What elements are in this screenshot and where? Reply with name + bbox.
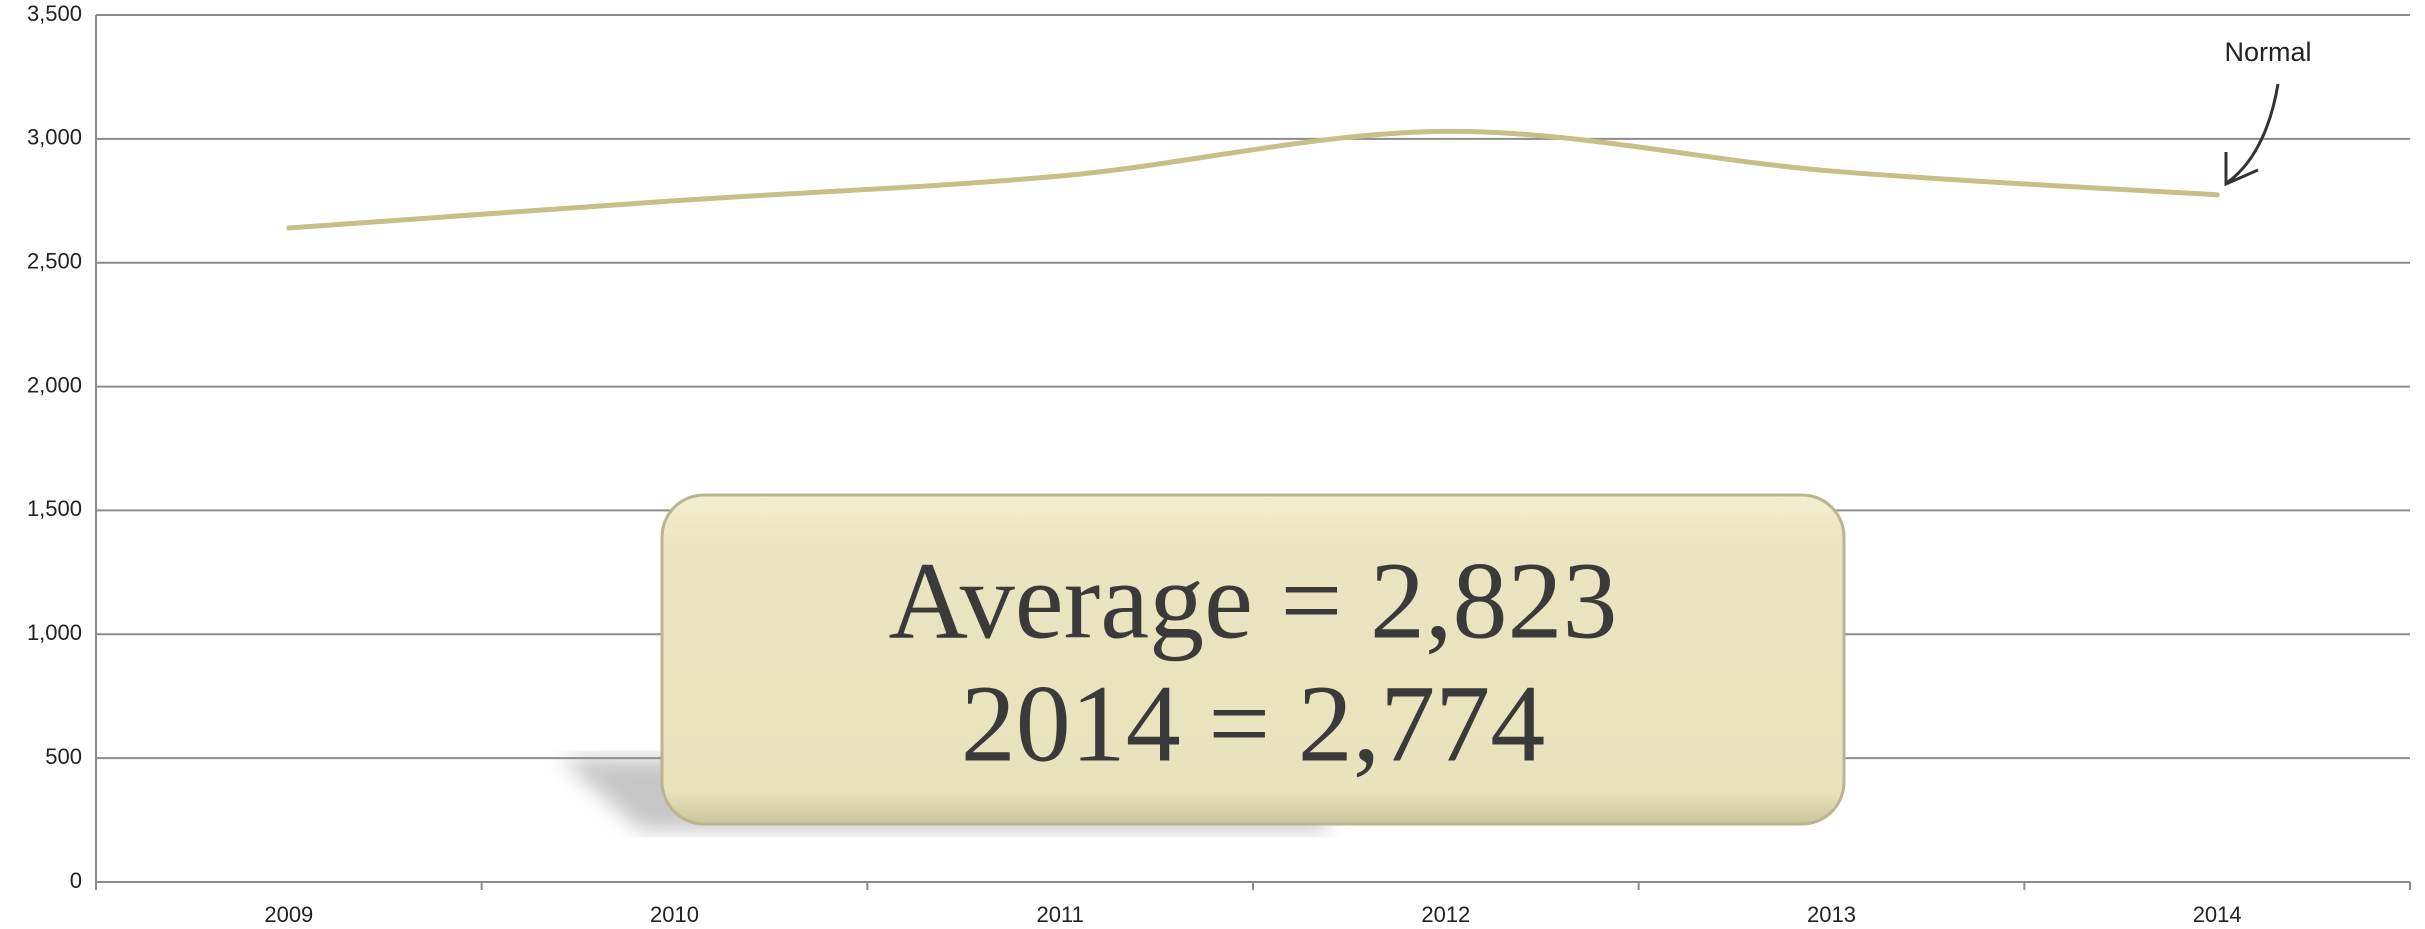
x-tick-label: 2012 [1421,902,1470,927]
y-tick-label: 1,000 [27,620,82,645]
callout-average: Average = 2,823 [889,539,1618,661]
y-tick-label: 2,000 [27,372,82,397]
callout-box [660,493,1846,826]
y-tick-label: 500 [45,744,82,769]
x-tick-label: 2011 [1037,902,1084,927]
callout-2014: 2014 = 2,774 [961,662,1546,784]
plot [286,128,2220,231]
series-label: Normal [2224,37,2311,67]
x-tick-label: 2014 [2193,902,2242,927]
series-line [286,128,2220,231]
y-tick-label: 3,500 [27,1,82,26]
y-tick-label: 0 [70,868,82,893]
x-tick-label: 2013 [1807,902,1856,927]
x-tick-label: 2009 [264,902,313,927]
arrow-head [2224,152,2259,187]
y-tick-label: 1,500 [27,496,82,521]
y-tick-label: 3,000 [27,125,82,150]
x-tick-label: 2010 [650,902,699,927]
y-tick-label: 2,500 [27,249,82,274]
annotation-arrow [2227,83,2280,184]
